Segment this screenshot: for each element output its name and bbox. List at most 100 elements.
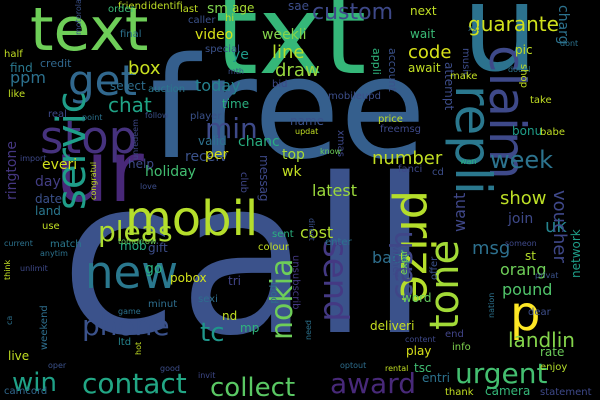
word-someon: babe (540, 127, 565, 138)
word-dont: shop (518, 64, 529, 89)
word-get: get (68, 56, 137, 105)
word-offer: offer (429, 256, 440, 280)
word-mth: current (4, 239, 33, 248)
word-expir: expir (399, 249, 410, 275)
word-wan: cd (432, 167, 444, 178)
word-match: match (50, 239, 82, 250)
word-today: today (195, 76, 241, 95)
word-win: win (12, 368, 57, 398)
word-unlimit: ca (5, 315, 14, 325)
word-content: need (304, 320, 313, 340)
word-enter: enter (325, 237, 352, 248)
word-name: name (290, 114, 325, 128)
word-live: live (8, 349, 30, 363)
word-orang: orang (500, 260, 547, 279)
word-doubl: make (450, 71, 478, 82)
word-real: like (8, 89, 26, 100)
word-winner: winner (390, 243, 401, 277)
word-new: new (85, 246, 179, 299)
word-pobox: pobox (170, 271, 207, 285)
word-dog: xxx (468, 24, 483, 33)
word-land: land (35, 204, 61, 218)
word-ipod: ipod (268, 282, 279, 304)
word-time: time (222, 97, 250, 111)
word-mob: mob (120, 239, 147, 253)
word-deliveri: deliveri (370, 319, 415, 333)
word-enjoy: enjoy (540, 362, 568, 373)
word-player: player (190, 111, 222, 122)
word-statement: statement (540, 387, 592, 398)
word-xxx: know (320, 147, 342, 156)
word-like: half (4, 49, 23, 60)
word-tsc: tsc (414, 361, 432, 375)
word-play: play (406, 344, 432, 358)
word-pleas: pleas (98, 215, 173, 248)
word-weekend: weekend (39, 305, 50, 350)
word-optout: good (160, 364, 180, 373)
word-club: club (238, 172, 249, 193)
word-help: help (128, 157, 154, 171)
word-award: award (330, 367, 417, 400)
word-last: last (180, 4, 199, 15)
word-join: join (508, 211, 534, 227)
word-mobileupd: follow (145, 111, 169, 120)
word-landlin: landlin (508, 328, 575, 352)
word-network: network (569, 229, 583, 278)
word-thank: thank (445, 387, 474, 398)
word-guarante: guarante (468, 12, 559, 36)
word-updat: mobileupd (328, 91, 381, 102)
word-p: p (510, 286, 541, 342)
word-ye: ye (232, 47, 249, 63)
word-top: top (282, 147, 305, 163)
word-unsubscrib: unsubscrib (290, 255, 301, 310)
word-order: order (108, 4, 135, 15)
word-number: number (372, 148, 443, 169)
word-text: text (30, 0, 149, 65)
word-fanci: mth (228, 67, 244, 76)
word-box: box (128, 58, 161, 79)
word-privat: nation (487, 292, 496, 318)
word-hot: minut (148, 299, 178, 310)
word-attempt: attempt (442, 62, 456, 111)
word-messag: messag (257, 155, 271, 202)
word-st: st (525, 249, 536, 263)
word-special: special (205, 44, 240, 55)
word-identifi: identifi (148, 1, 183, 12)
word-video: video (195, 27, 234, 43)
word-ringtone: ringtone (4, 141, 20, 200)
word-uk: uk (545, 216, 567, 237)
word-wait: wait (410, 27, 436, 41)
word-msg: msg (472, 238, 511, 259)
word-tc: tc (200, 318, 225, 348)
word-nation: content (405, 335, 436, 344)
word-minut: privat (535, 271, 559, 280)
word-txt: txt (215, 0, 367, 99)
word-call: call (60, 132, 430, 383)
word-await: await (408, 61, 441, 75)
word-tri: tri (228, 274, 241, 288)
word-weekli: weekli (262, 27, 307, 43)
word-follow: point (82, 113, 103, 122)
word-ppm: ppm (10, 68, 46, 87)
word-sae: sae (288, 0, 309, 13)
word-wk: wk (282, 164, 302, 180)
word-current: think (3, 259, 12, 280)
word-hi: hi (225, 13, 235, 24)
word-latest: latest (312, 181, 357, 200)
word-show: show (500, 188, 547, 209)
word-sexi: sexi (198, 294, 218, 305)
word-love: import (20, 154, 47, 163)
word-cost: cost (300, 223, 334, 242)
word-contact: contact (82, 367, 187, 400)
word-good: invit (198, 371, 216, 380)
word-age: age (232, 1, 255, 15)
word-anytim: unlimit (20, 264, 48, 273)
word-congratul: motorola (74, 0, 83, 35)
word-camera: camera (485, 384, 531, 398)
word-holiday: holiday (145, 164, 196, 180)
word-use: someon (505, 239, 537, 248)
word-auction: auction (148, 84, 186, 95)
word-cd: freemsg (380, 124, 422, 135)
word-rental: optout (340, 361, 367, 370)
word-date: date (35, 192, 63, 206)
